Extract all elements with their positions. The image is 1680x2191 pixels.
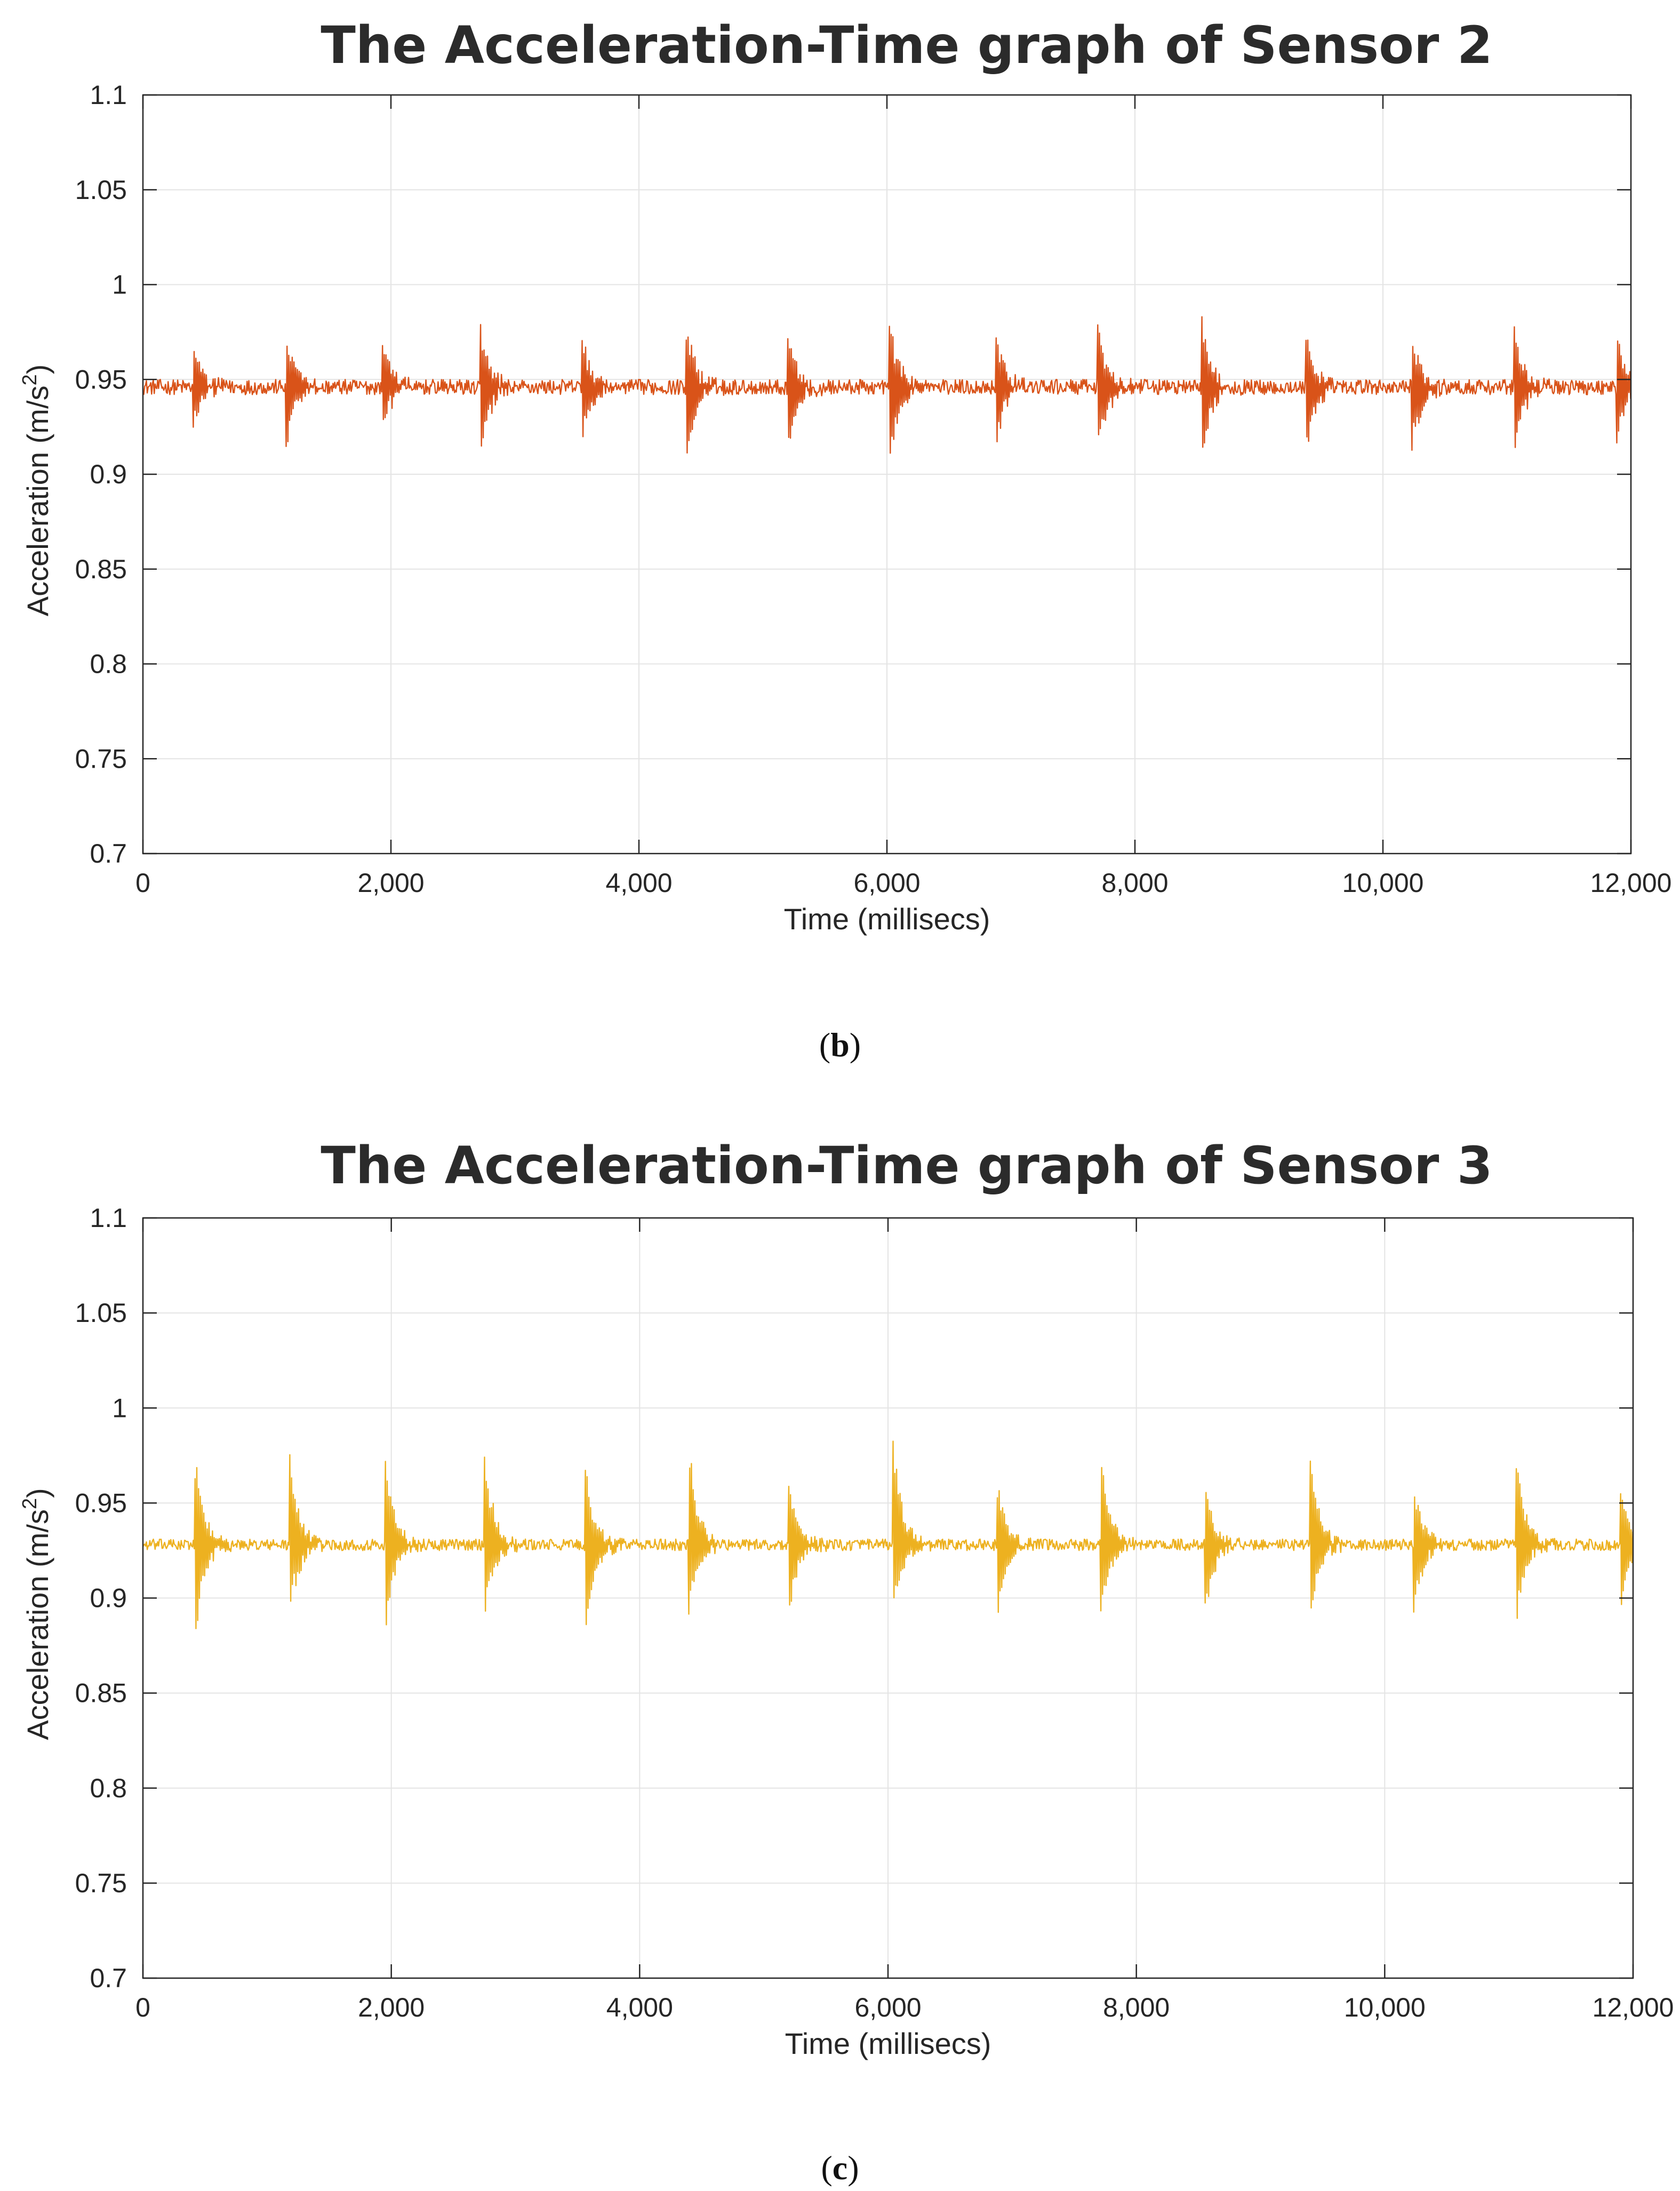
y-tick-label: 1 — [112, 1393, 127, 1423]
y-tick-label: 0.8 — [90, 1773, 127, 1803]
x-tick-label: 8,000 — [1103, 1993, 1170, 2022]
x-tick-label: 10,000 — [1342, 868, 1424, 898]
y-tick-label: 0.85 — [75, 1678, 127, 1708]
x-tick-label: 8,000 — [1101, 868, 1168, 898]
y-tick-label: 0.75 — [75, 744, 127, 774]
acceleration-series — [142, 316, 1631, 454]
y-tick-label: 0.95 — [75, 1488, 127, 1518]
x-tick-labels: 0 2,000 4,000 6,000 8,000 10,000 12,000 — [135, 868, 1671, 898]
y-axis-label-superscript: 2 — [19, 1498, 41, 1509]
chart-title: The Acceleration-Time graph of Sensor 3 — [321, 1136, 1492, 1196]
y-tick-label: 1.05 — [75, 1298, 127, 1328]
sensor-2-chart: The Acceleration-Time graph of Sensor 2 … — [19, 15, 1671, 936]
sensor-3-chart: The Acceleration-Time graph of Sensor 3 … — [19, 1136, 1674, 2060]
y-axis-label-superscript: 2 — [19, 374, 41, 385]
gridlines — [142, 1217, 1634, 1979]
x-tick-label: 4,000 — [605, 868, 672, 898]
tick-marks — [142, 1217, 1634, 1979]
y-tick-label: 0.85 — [75, 554, 127, 584]
acceleration-series — [142, 1440, 1634, 1629]
x-tick-label: 0 — [135, 868, 150, 898]
y-tick-label: 0.9 — [90, 1583, 127, 1613]
y-tick-label: 0.75 — [75, 1868, 127, 1898]
x-tick-label: 0 — [135, 1993, 150, 2022]
x-tick-label: 6,000 — [853, 868, 920, 898]
x-axis-label: Time (millisecs) — [784, 902, 990, 936]
caption-c: (c) — [821, 2149, 859, 2187]
x-tick-label: 12,000 — [1590, 868, 1672, 898]
x-tick-label: 4,000 — [606, 1993, 673, 2022]
series-line — [142, 316, 1631, 454]
caption-b: (b) — [819, 1026, 861, 1064]
y-axis-label: Acceleration (m/s2) — [19, 1488, 54, 1740]
y-tick-labels: 0.7 0.75 0.8 0.85 0.9 0.95 1 1.05 1.1 — [75, 80, 127, 869]
y-tick-labels: 0.7 0.75 0.8 0.85 0.9 0.95 1 1.05 1.1 — [75, 1203, 127, 1993]
y-tick-label: 0.7 — [90, 1963, 127, 1993]
y-tick-label: 0.7 — [90, 839, 127, 869]
x-tick-labels: 0 2,000 4,000 6,000 8,000 10,000 12,000 — [135, 1993, 1674, 2022]
y-tick-label: 1.1 — [90, 1203, 127, 1233]
y-axis-label: Acceleration (m/s2) — [19, 364, 54, 616]
y-tick-label: 0.95 — [75, 364, 127, 394]
x-tick-label: 10,000 — [1344, 1993, 1426, 2022]
x-tick-label: 2,000 — [358, 1993, 425, 2022]
x-tick-label: 2,000 — [357, 868, 424, 898]
y-tick-label: 1.05 — [75, 175, 127, 205]
x-axis-label: Time (millisecs) — [785, 2027, 991, 2060]
x-tick-label: 12,000 — [1593, 1993, 1674, 2022]
y-tick-label: 1 — [112, 270, 127, 300]
y-tick-label: 0.9 — [90, 459, 127, 489]
series-line — [142, 1440, 1634, 1629]
chart-title: The Acceleration-Time graph of Sensor 2 — [321, 15, 1492, 75]
x-tick-label: 6,000 — [854, 1993, 921, 2022]
gridlines — [142, 94, 1631, 854]
tick-marks — [142, 94, 1632, 855]
y-tick-label: 1.1 — [90, 80, 127, 110]
y-tick-label: 0.8 — [90, 649, 127, 679]
